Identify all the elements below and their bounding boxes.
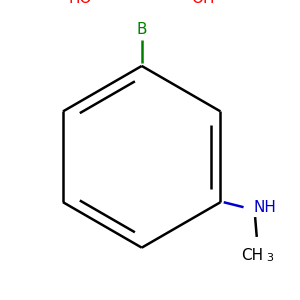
Text: 3: 3 xyxy=(267,254,274,263)
Text: HO: HO xyxy=(69,0,92,6)
Text: NH: NH xyxy=(254,200,276,215)
Text: CH: CH xyxy=(241,248,263,263)
Text: OH: OH xyxy=(191,0,215,6)
Text: B: B xyxy=(136,22,147,37)
